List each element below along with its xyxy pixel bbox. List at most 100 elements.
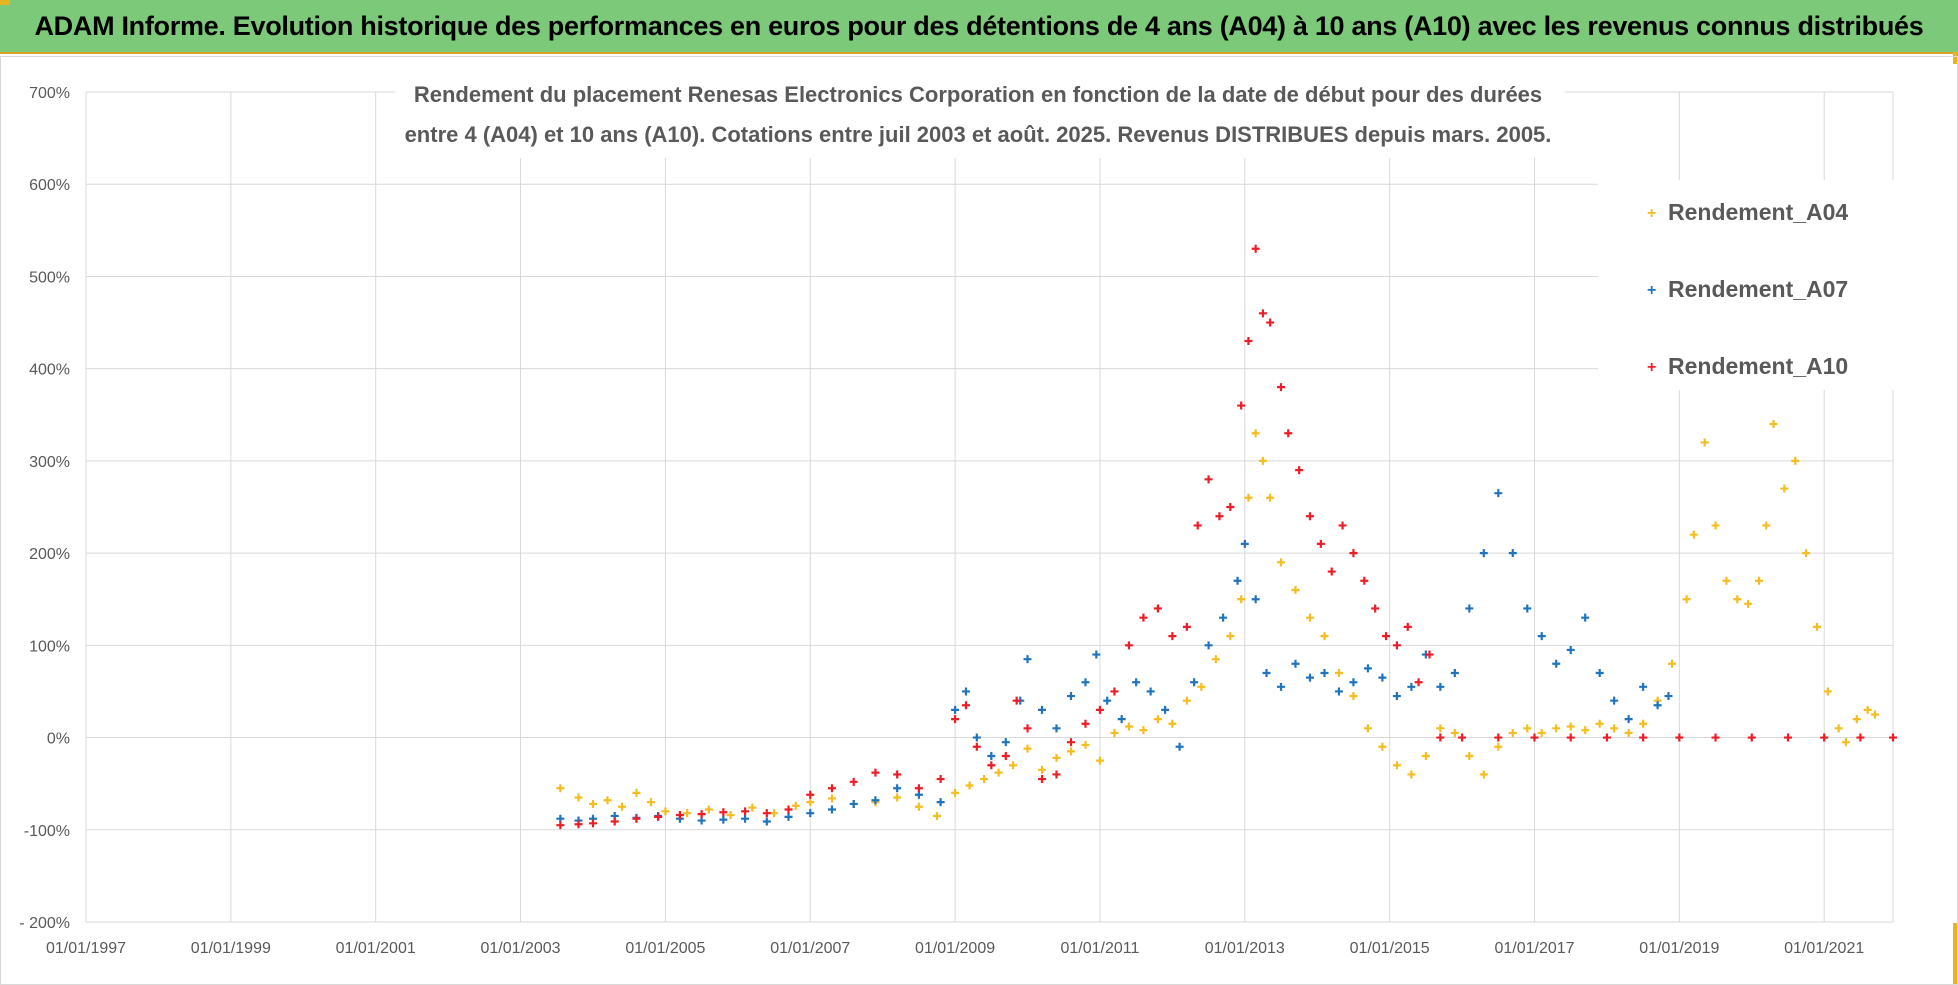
data-point xyxy=(1349,678,1358,687)
data-point xyxy=(704,805,713,814)
data-point xyxy=(1392,641,1401,650)
data-point xyxy=(1001,738,1010,747)
data-point xyxy=(1802,549,1811,558)
data-point xyxy=(936,775,945,784)
data-point xyxy=(1755,576,1764,585)
data-point xyxy=(556,821,565,830)
data-point xyxy=(871,768,880,777)
series-Rendement_A10 xyxy=(556,244,1897,830)
y-axis-labels: - 200% -100% 0% 100% 200% 300% 400% 500% 600% 700… xyxy=(19,85,70,932)
data-point xyxy=(951,705,960,714)
data-point xyxy=(1153,715,1162,724)
x-tick-label: 01/01/1999 xyxy=(191,940,271,957)
data-point xyxy=(1392,761,1401,770)
data-point xyxy=(1182,622,1191,631)
data-point xyxy=(806,790,815,799)
data-point xyxy=(1783,733,1792,742)
y-tick-label: 700% xyxy=(29,85,70,102)
data-point xyxy=(1244,493,1253,502)
data-point xyxy=(1081,678,1090,687)
data-point xyxy=(1595,719,1604,728)
data-point xyxy=(661,807,670,816)
data-point xyxy=(1458,733,1467,742)
data-point xyxy=(719,815,728,824)
data-point xyxy=(1360,576,1369,585)
data-point xyxy=(574,820,583,829)
legend-label-a10: Rendement_A10 xyxy=(1668,353,1848,379)
chart-grid xyxy=(85,91,1894,923)
data-point xyxy=(1197,682,1206,691)
y-tick-label: 200% xyxy=(29,546,70,563)
data-point xyxy=(827,784,836,793)
data-point xyxy=(1215,512,1224,521)
data-point xyxy=(987,761,996,770)
data-point xyxy=(1581,726,1590,735)
data-point xyxy=(1305,512,1314,521)
data-point xyxy=(1023,724,1032,733)
x-tick-label: 01/01/2007 xyxy=(770,940,850,957)
data-point xyxy=(1769,420,1778,428)
data-point xyxy=(1479,770,1488,779)
data-point xyxy=(1168,632,1177,641)
data-point xyxy=(1193,521,1202,530)
data-point xyxy=(1244,337,1253,345)
legend-label-a04: Rendement_A04 xyxy=(1668,199,1848,225)
data-point xyxy=(1349,692,1358,701)
data-point xyxy=(1595,669,1604,677)
data-point xyxy=(1624,728,1633,737)
data-point xyxy=(1762,521,1771,530)
data-point xyxy=(1382,632,1391,641)
data-point xyxy=(1327,567,1336,576)
data-point xyxy=(1237,595,1246,604)
data-point xyxy=(1233,576,1242,585)
data-point xyxy=(1226,503,1235,511)
y-tick-label: 100% xyxy=(29,638,70,655)
data-point xyxy=(1407,770,1416,779)
series-Rendement_A04 xyxy=(556,420,1879,820)
chart-title-background xyxy=(395,78,1565,158)
data-point xyxy=(1204,475,1213,484)
y-tick-label: - 200% xyxy=(19,915,70,932)
data-point xyxy=(1436,682,1445,691)
data-point xyxy=(1081,740,1090,749)
data-point xyxy=(1392,692,1401,701)
data-point xyxy=(1291,659,1300,668)
chart-series xyxy=(556,244,1897,830)
data-point xyxy=(1378,673,1387,682)
data-point xyxy=(1251,595,1260,604)
data-point xyxy=(1110,687,1119,696)
data-point xyxy=(1722,576,1731,585)
data-point xyxy=(849,799,858,808)
x-tick-label: 01/01/2013 xyxy=(1205,940,1285,957)
data-point xyxy=(972,742,981,751)
data-point xyxy=(914,802,923,811)
data-point xyxy=(1226,632,1235,641)
data-point xyxy=(1204,641,1213,650)
data-point xyxy=(1436,733,1445,742)
data-point xyxy=(1124,641,1133,650)
data-point xyxy=(1682,595,1691,604)
data-point xyxy=(1823,687,1832,696)
data-point xyxy=(871,796,880,805)
data-point xyxy=(827,794,836,803)
data-point xyxy=(1095,756,1104,765)
data-point xyxy=(1081,719,1090,728)
data-point xyxy=(1320,632,1329,641)
data-point xyxy=(1744,599,1753,608)
data-point xyxy=(806,798,815,807)
data-point xyxy=(1689,530,1698,539)
data-point xyxy=(1791,456,1800,465)
x-tick-label: 01/01/2021 xyxy=(1784,940,1864,957)
legend-marker-a04: + xyxy=(1647,205,1656,222)
data-point xyxy=(893,784,902,793)
data-point xyxy=(791,801,800,810)
data-point xyxy=(726,811,735,820)
data-point xyxy=(980,775,989,784)
data-point xyxy=(1038,775,1047,784)
data-point xyxy=(1240,539,1249,548)
data-point xyxy=(1639,682,1648,691)
data-point xyxy=(1523,604,1532,613)
data-point xyxy=(770,809,779,818)
data-point xyxy=(972,733,981,742)
